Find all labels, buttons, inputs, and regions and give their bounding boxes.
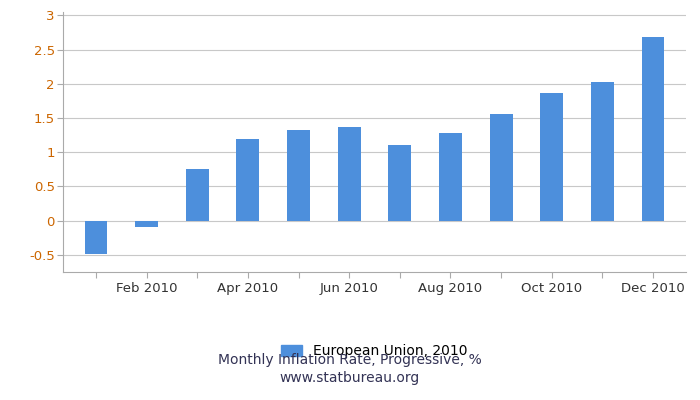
Bar <box>389 146 411 221</box>
Bar <box>338 127 360 221</box>
Bar <box>85 221 107 254</box>
Bar <box>135 221 158 227</box>
Bar <box>439 133 462 221</box>
Bar <box>287 130 310 221</box>
Bar <box>591 82 614 221</box>
Text: www.statbureau.org: www.statbureau.org <box>280 371 420 385</box>
Bar <box>186 169 209 221</box>
Legend: European Union, 2010: European Union, 2010 <box>276 339 473 364</box>
Bar <box>642 37 664 221</box>
Bar <box>490 114 512 221</box>
Text: Monthly Inflation Rate, Progressive, %: Monthly Inflation Rate, Progressive, % <box>218 353 482 367</box>
Bar <box>237 138 259 221</box>
Bar <box>540 93 564 221</box>
